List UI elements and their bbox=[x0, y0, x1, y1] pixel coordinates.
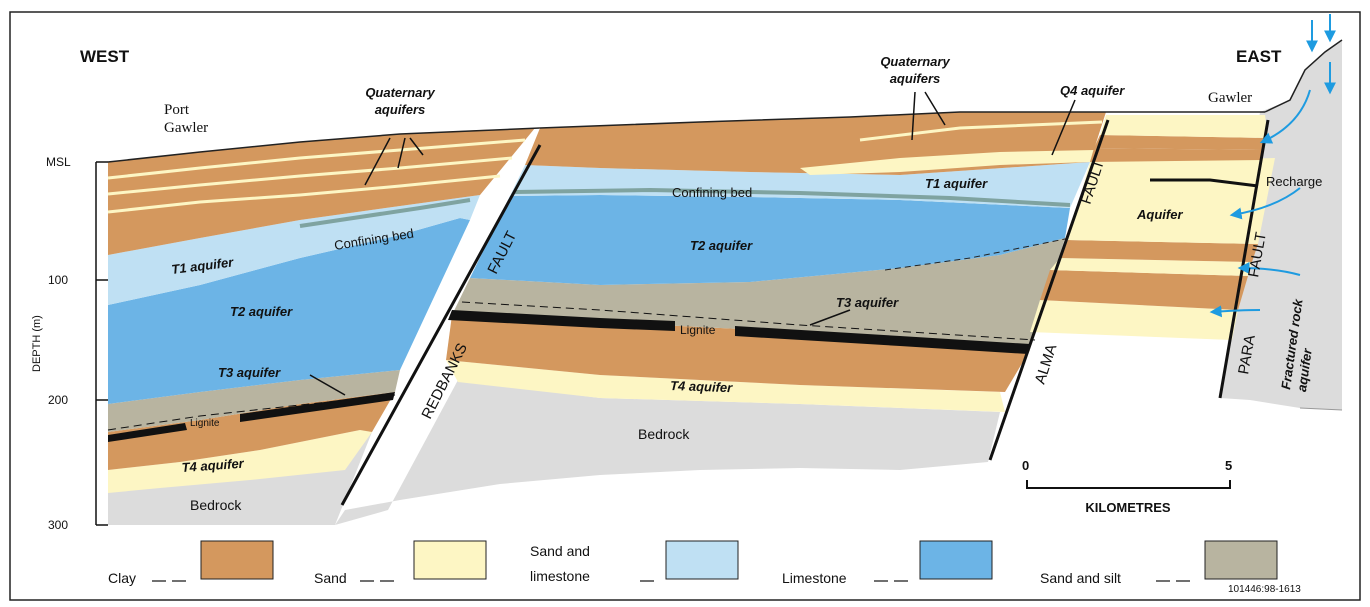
recharge-label: Recharge bbox=[1266, 174, 1322, 189]
tick-300: 300 bbox=[48, 518, 68, 532]
east-sand-mid bbox=[1050, 258, 1252, 276]
gawler-label: Gawler bbox=[1208, 90, 1252, 106]
middle-lignite bbox=[448, 310, 675, 331]
legend-swatch-sand-silt bbox=[1204, 540, 1278, 580]
middle-t3-dashed bbox=[461, 301, 1036, 341]
west-quaternary-clay bbox=[108, 128, 535, 255]
middle-surface bbox=[539, 111, 1106, 129]
legend-label-sand: Sand bbox=[314, 570, 347, 586]
east-clay-top2 bbox=[1090, 148, 1262, 162]
t4-aquifer-middle: T4 aquifer bbox=[670, 378, 734, 395]
t4-aquifer-west: T4 aquifer bbox=[181, 456, 245, 475]
port-gawler-label: Port Gawler bbox=[164, 102, 208, 136]
legend-label-limestone: Limestone bbox=[782, 570, 847, 586]
recharge-arrow-1 bbox=[1259, 89, 1311, 144]
redbanks-fault-line bbox=[340, 144, 542, 506]
west-t4-sand bbox=[108, 430, 372, 493]
west-confining-bed bbox=[299, 198, 471, 228]
middle-block bbox=[335, 111, 1106, 525]
para-label: PARA bbox=[1235, 334, 1259, 376]
west-quaternary-stripes bbox=[107, 138, 526, 214]
legend-label-sand-limestone: Sand and limestone bbox=[530, 543, 590, 584]
west-t3-dashed bbox=[107, 394, 396, 431]
confining-bed-middle: Confining bed bbox=[672, 185, 752, 200]
legend-swatch-sand bbox=[413, 540, 487, 580]
west-t1-sandlime bbox=[108, 195, 480, 305]
west-t2-limestone bbox=[108, 218, 470, 404]
lignite-west: Lignite bbox=[190, 418, 220, 429]
east-sand-top bbox=[1100, 115, 1268, 138]
figure-id: 101446:98-1613 bbox=[1228, 584, 1301, 595]
east-block bbox=[1030, 39, 1343, 411]
west-surface bbox=[107, 127, 541, 163]
scale-end: 5 bbox=[1225, 458, 1232, 473]
bedrock-middle: Bedrock bbox=[638, 426, 690, 442]
bedrock-west: Bedrock bbox=[190, 497, 242, 513]
west-label: WEST bbox=[80, 47, 130, 66]
tick-200: 200 bbox=[48, 393, 68, 407]
east-hill-outline bbox=[1264, 39, 1343, 113]
west-lignite bbox=[108, 423, 187, 442]
east-label: EAST bbox=[1236, 47, 1282, 66]
para-fault-line bbox=[1218, 119, 1270, 399]
t2-aquifer-west: T2 aquifer bbox=[230, 304, 293, 319]
alma-fault-line bbox=[988, 119, 1110, 461]
tick-100: 100 bbox=[48, 273, 68, 287]
recharge-arrows bbox=[1209, 14, 1336, 318]
recharge-arrow-2 bbox=[1229, 187, 1301, 220]
legend-item-sand: Sand bbox=[314, 540, 487, 586]
middle-confining-bed bbox=[514, 187, 1071, 207]
east-fractured-rock bbox=[1220, 40, 1342, 410]
fault-lines bbox=[340, 119, 1270, 506]
east-aquifer-sand bbox=[1068, 158, 1275, 244]
leader-lines bbox=[309, 91, 1076, 396]
east-clay-2 bbox=[1060, 240, 1258, 262]
legend-item-clay: Clay bbox=[108, 540, 274, 586]
legend: Clay Sand Sand and limestone Limestone Sa… bbox=[108, 540, 1278, 586]
middle-bedrock bbox=[335, 380, 1000, 525]
scale-start: 0 bbox=[1022, 458, 1029, 473]
scale-unit: KILOMETRES bbox=[1085, 500, 1171, 515]
recharge-arrow-3 bbox=[1237, 262, 1301, 276]
depth-axis-title: DEPTH (m) bbox=[31, 315, 43, 372]
depth-axis: MSL 100 200 300 DEPTH (m) bbox=[31, 155, 108, 532]
legend-swatch-sand-limestone bbox=[665, 540, 739, 580]
scale-bar: 0 5 KILOMETRES bbox=[1022, 458, 1232, 515]
east-clay-1 bbox=[1094, 135, 1268, 150]
middle-quaternary-sand bbox=[800, 150, 1094, 175]
east-sand-lower bbox=[1030, 300, 1238, 340]
middle-t2-dashed bbox=[884, 237, 1071, 271]
legend-swatch-clay bbox=[200, 540, 274, 580]
t3-aquifer-west: T3 aquifer bbox=[218, 365, 281, 380]
legend-label-sand-silt: Sand and silt bbox=[1040, 570, 1121, 586]
legend-item-sand-limestone: Sand and limestone bbox=[530, 540, 739, 584]
q4-aquifer-label: Q4 aquifer bbox=[1060, 83, 1125, 98]
middle-t2-limestone bbox=[470, 195, 1070, 285]
quaternary-aquifers-west: Quaternary aquifers bbox=[365, 85, 435, 117]
west-clay-lower bbox=[108, 392, 395, 470]
aquifer-label: Aquifer bbox=[1136, 207, 1183, 222]
tick-msl: MSL bbox=[46, 155, 71, 169]
east-clay-3 bbox=[1040, 270, 1248, 310]
legend-item-limestone: Limestone bbox=[782, 540, 993, 586]
west-block bbox=[107, 127, 541, 525]
middle-clay bbox=[446, 315, 1030, 392]
t2-aquifer-middle: T2 aquifer bbox=[690, 238, 753, 253]
quaternary-aquifers-east: Quaternary aquifers bbox=[880, 54, 950, 86]
middle-quaternary-stripes bbox=[859, 120, 1103, 142]
t3-aquifer-middle: T3 aquifer bbox=[836, 295, 899, 310]
legend-swatch-limestone bbox=[919, 540, 993, 580]
recharge-arrow-4 bbox=[1209, 305, 1261, 318]
east-aquifer-line bbox=[1150, 178, 1259, 188]
legend-item-sand-silt: Sand and silt bbox=[1040, 540, 1278, 586]
lignite-middle: Lignite bbox=[680, 323, 716, 337]
middle-lignite-2 bbox=[735, 326, 1030, 354]
legend-label-clay: Clay bbox=[108, 570, 136, 586]
middle-t4-sand bbox=[446, 360, 1005, 412]
t1-aquifer-middle: T1 aquifer bbox=[925, 176, 988, 191]
